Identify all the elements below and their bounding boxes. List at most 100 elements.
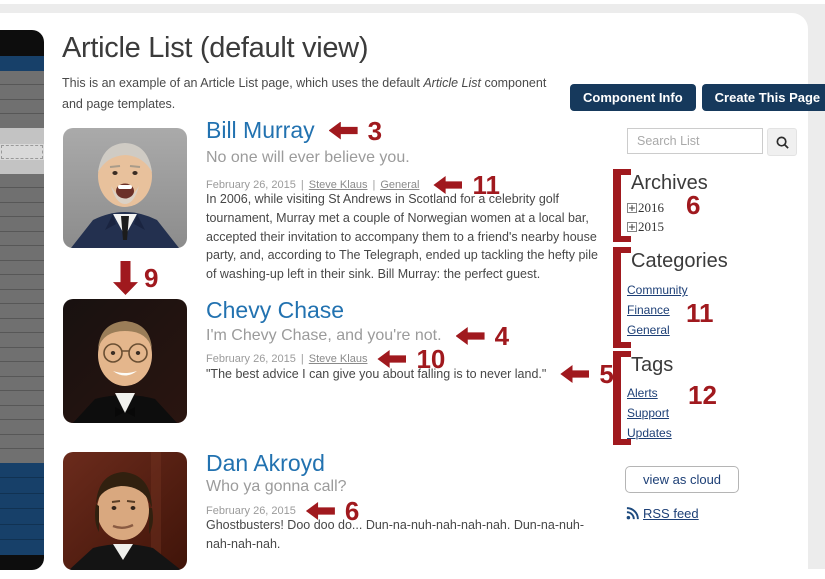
meta-separator: | — [300, 353, 304, 365]
nav-strip-item[interactable] — [0, 113, 44, 128]
nav-strip-item[interactable] — [0, 448, 44, 463]
article-body: "The best advice I can give you about fa… — [206, 366, 547, 381]
nav-strip-item[interactable] — [0, 216, 44, 231]
component-info-button[interactable]: Component Info — [570, 84, 696, 111]
nav-strip-item[interactable] — [0, 346, 44, 362]
rss-feed-link[interactable]: RSS feed — [643, 506, 699, 521]
archive-item-2015[interactable]: 2015 — [627, 219, 664, 235]
tags-heading: Tags — [631, 354, 674, 376]
nav-strip-item[interactable] — [0, 230, 44, 246]
nav-strip-item[interactable] — [0, 201, 44, 217]
article-body: In 2006, while visiting St Andrews in Sc… — [206, 192, 598, 281]
annotation-number-6-archives: 6 — [686, 190, 701, 220]
category-link-community[interactable]: Community — [627, 283, 688, 297]
nav-strip-item[interactable] — [0, 433, 44, 449]
annotation-number-9: 9 — [144, 263, 159, 293]
annotation-number-4: 4 — [494, 321, 510, 351]
collapsed-nav-strip[interactable] — [0, 30, 44, 570]
article-photo-dan-akroyd[interactable] — [63, 452, 187, 570]
intro-prefix: This is an example of an Article List pa… — [62, 76, 424, 90]
nav-strip-item[interactable] — [0, 462, 44, 478]
chevy-chase-portrait-graphic — [63, 299, 187, 423]
article-subtitle-row: I'm Chevy Chase, and you're not. 4 — [206, 323, 509, 349]
archive-year-label[interactable]: 2015 — [638, 219, 664, 234]
header-button-row: Component Info Create This Page — [570, 84, 825, 111]
article-title-link[interactable]: Chevy Chase — [206, 297, 345, 323]
intro-italic: Article List — [423, 76, 481, 90]
annotation-number-3: 3 — [367, 115, 383, 146]
article-title-link[interactable]: Dan Akroyd — [206, 450, 325, 476]
nav-strip-item[interactable] — [0, 173, 44, 188]
article-date: February 26, 2015 — [206, 353, 296, 365]
page-title: Article List (default view) — [62, 32, 369, 64]
nav-strip-item[interactable] — [0, 477, 44, 493]
article-title-link[interactable]: Bill Murray — [206, 117, 315, 143]
nav-strip-item[interactable] — [0, 143, 44, 161]
bill-murray-portrait-graphic — [63, 128, 187, 248]
nav-strip-item[interactable] — [0, 56, 44, 71]
article-author-link[interactable]: Steve Klaus — [308, 179, 368, 191]
nav-strip-item[interactable] — [0, 187, 44, 202]
annotation-number-11-categories: 11 — [686, 298, 714, 328]
search-icon — [776, 136, 789, 149]
tag-link-alerts[interactable]: Alerts — [627, 386, 658, 400]
article-date: February 26, 2015 — [206, 179, 296, 191]
nav-strip-item[interactable] — [0, 274, 44, 289]
nav-strip-item[interactable] — [0, 508, 44, 524]
article-photo-chevy-chase[interactable] — [63, 299, 187, 423]
article-subtitle: I'm Chevy Chase, and you're not. — [206, 327, 442, 344]
annotation-arrow-4-icon — [455, 327, 485, 345]
annotation-arrow-5-icon — [560, 365, 590, 383]
nav-strip-item[interactable] — [0, 303, 44, 318]
article-subtitle: Who ya gonna call? — [206, 478, 347, 495]
article-title-row: Bill Murray 3 — [206, 117, 382, 144]
article-photo-bill-murray[interactable] — [63, 128, 187, 248]
search-button[interactable] — [767, 128, 797, 156]
annotation-bracket-categories — [613, 247, 631, 348]
nav-strip-item[interactable] — [0, 84, 44, 99]
tag-link-support[interactable]: Support — [627, 406, 670, 420]
nav-strip-item[interactable] — [0, 375, 44, 391]
nav-strip-item[interactable] — [0, 30, 44, 57]
expand-plus-icon[interactable] — [627, 222, 637, 232]
expand-plus-icon[interactable] — [627, 203, 637, 213]
nav-strip-item[interactable] — [0, 127, 44, 144]
intro-text: This is an example of an Article List pa… — [62, 73, 582, 114]
nav-strip-item[interactable] — [0, 419, 44, 434]
categories-heading: Categories — [631, 250, 728, 272]
dan-akroyd-portrait-graphic — [63, 452, 187, 570]
nav-strip-item[interactable] — [0, 288, 44, 304]
article-author-link[interactable]: Steve Klaus — [308, 353, 368, 365]
nav-strip-item[interactable] — [0, 245, 44, 260]
nav-strip-item[interactable] — [0, 539, 44, 555]
nav-strip-item[interactable] — [0, 390, 44, 405]
view-as-cloud-button[interactable]: view as cloud — [625, 466, 740, 493]
nav-strip-item[interactable] — [0, 523, 44, 540]
nav-strip-item[interactable] — [0, 98, 44, 113]
meta-separator: | — [300, 179, 304, 191]
nav-strip-item[interactable] — [0, 404, 44, 420]
intro-line2: and page templates. — [62, 96, 176, 111]
article-body-row: "The best advice I can give you about fa… — [206, 361, 614, 387]
nav-strip-item[interactable] — [0, 554, 44, 570]
search-input[interactable] — [627, 128, 763, 154]
nav-strip-item[interactable] — [0, 492, 44, 509]
archive-year-label[interactable]: 2016 — [638, 200, 664, 215]
archive-item-2016[interactable]: 2016 — [627, 200, 664, 216]
category-link-finance[interactable]: Finance — [627, 303, 670, 317]
page-background-band-top — [0, 4, 825, 13]
article-meta-row: February 26, 2015 | Steve Klaus | Genera… — [206, 172, 500, 198]
article-subtitle: No one will ever believe you. — [206, 149, 410, 166]
article-category-link[interactable]: General — [380, 179, 420, 191]
tag-link-updates[interactable]: Updates — [627, 426, 672, 440]
annotation-number-10: 10 — [416, 344, 446, 374]
create-this-page-button[interactable]: Create This Page — [701, 84, 825, 111]
nav-strip-item[interactable] — [0, 361, 44, 376]
nav-strip-item[interactable] — [0, 70, 44, 84]
nav-strip-item[interactable] — [0, 259, 44, 275]
category-link-general[interactable]: General — [627, 323, 670, 337]
nav-strip-item[interactable] — [0, 317, 44, 333]
nav-strip-item[interactable] — [0, 332, 44, 347]
nav-strip-item[interactable] — [0, 160, 44, 174]
